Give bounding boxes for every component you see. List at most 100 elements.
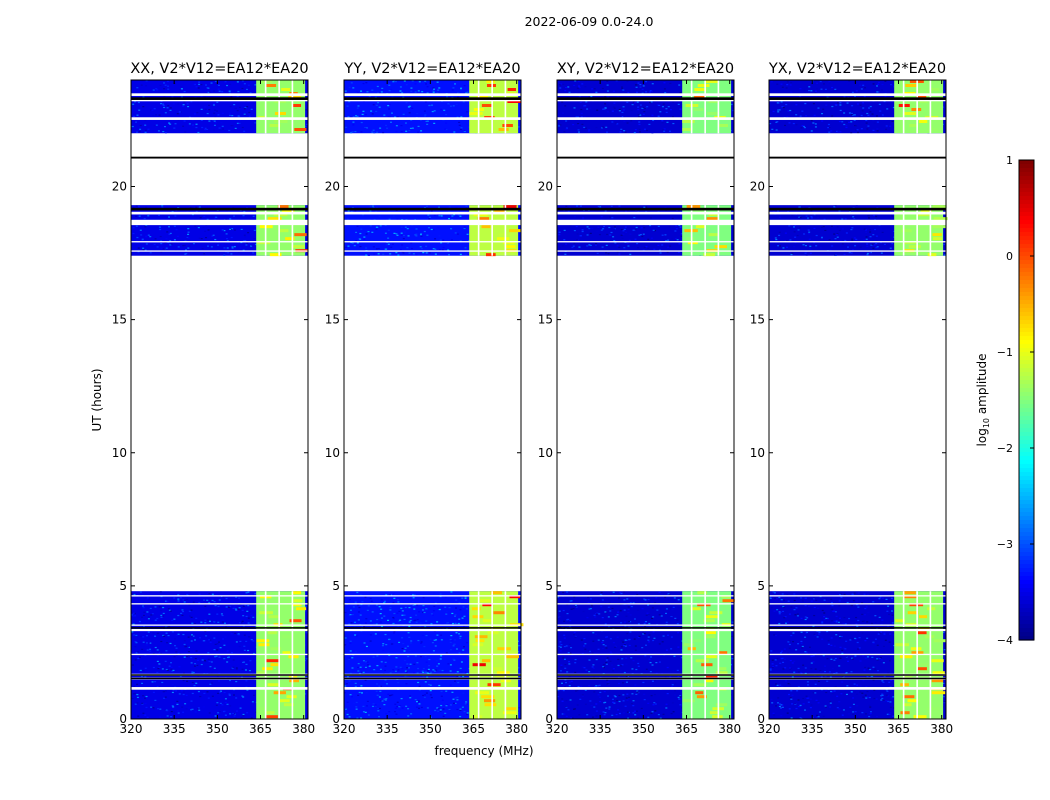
noise-pixel (233, 104, 236, 106)
noise-pixel (193, 113, 196, 115)
noise-pixel (460, 671, 463, 673)
noise-pixel (240, 228, 243, 231)
rfi-cell (267, 217, 282, 221)
noise-pixel (344, 620, 347, 622)
noise-pixel (384, 248, 387, 250)
noise-pixel (633, 638, 636, 640)
noise-pixel (584, 703, 587, 705)
noise-pixel (388, 711, 391, 713)
noise-pixel (204, 619, 207, 621)
noise-pixel (455, 103, 458, 106)
noise-pixel (460, 661, 463, 663)
noise-pixel (651, 710, 654, 712)
noise-pixel (247, 604, 250, 607)
noise-pixel (784, 661, 787, 663)
noise-pixel (620, 128, 623, 130)
noise-pixel (378, 106, 381, 108)
noise-pixel (374, 705, 377, 707)
noise-pixel (402, 113, 405, 115)
noise-pixel (869, 706, 872, 708)
noise-pixel (565, 205, 568, 207)
noise-pixel (392, 618, 395, 620)
noise-pixel (776, 658, 779, 660)
noise-pixel (254, 122, 257, 124)
noise-pixel (622, 694, 625, 696)
noise-pixel (809, 707, 812, 709)
noise-pixel (176, 703, 179, 705)
noise-pixel (437, 226, 440, 229)
noise-pixel (629, 621, 632, 623)
noise-pixel (557, 689, 560, 692)
noise-pixel (605, 244, 608, 246)
noise-pixel (206, 599, 209, 601)
noise-pixel (680, 235, 683, 237)
noise-pixel (679, 108, 682, 110)
noise-pixel (445, 113, 448, 116)
noise-pixel (217, 712, 220, 714)
noise-pixel (397, 601, 400, 603)
noise-pixel (159, 605, 162, 608)
noise-pixel (612, 106, 615, 108)
noise-pixel (582, 610, 585, 613)
noise-pixel (637, 636, 640, 638)
noise-pixel (159, 716, 162, 718)
zero-row (344, 207, 521, 211)
noise-pixel (241, 668, 244, 670)
noise-pixel (252, 215, 255, 217)
noise-pixel (423, 645, 426, 648)
noise-pixel (361, 113, 364, 116)
noise-pixel (174, 690, 177, 692)
noise-pixel (588, 651, 591, 653)
noise-pixel (190, 609, 193, 611)
noise-pixel (391, 670, 394, 672)
noise-pixel (575, 103, 578, 105)
noise-pixel (399, 90, 402, 92)
noise-pixel (570, 628, 573, 630)
noise-pixel (663, 88, 666, 90)
noise-pixel (567, 86, 570, 88)
noise-pixel (649, 671, 652, 673)
noise-pixel (410, 713, 413, 715)
noise-pixel (608, 226, 611, 229)
noise-pixel (156, 617, 159, 620)
noise-pixel (171, 691, 174, 694)
noise-pixel (410, 247, 413, 250)
noise-pixel (378, 685, 381, 687)
noise-pixel (377, 247, 380, 250)
noise-pixel (465, 92, 468, 94)
noise-pixel (840, 693, 843, 695)
noise-pixel (217, 244, 220, 246)
noise-pixel (173, 657, 176, 659)
noise-pixel (600, 229, 603, 231)
noise-pixel (354, 651, 357, 653)
noise-pixel (195, 682, 198, 684)
noise-pixel (401, 647, 404, 650)
noise-pixel (388, 90, 391, 92)
noise-pixel (566, 591, 569, 593)
noise-pixel (612, 628, 615, 630)
noise-pixel (424, 114, 427, 116)
noise-pixel (383, 114, 386, 116)
noise-pixel (362, 711, 365, 713)
noise-pixel (355, 706, 358, 708)
noise-pixel (239, 660, 242, 662)
noise-pixel (624, 639, 627, 641)
noise-pixel (354, 210, 357, 212)
noise-pixel (666, 693, 669, 695)
noise-pixel (439, 709, 442, 711)
noise-pixel (602, 126, 605, 128)
noise-pixel (394, 707, 397, 709)
noise-pixel (466, 233, 469, 235)
noise-pixel (417, 701, 420, 704)
noise-pixel (149, 236, 152, 238)
noise-pixel (824, 665, 827, 667)
noise-pixel (187, 636, 190, 638)
noise-pixel (135, 205, 138, 207)
noise-pixel (425, 692, 428, 694)
noise-pixel (773, 714, 776, 716)
noise-pixel (846, 601, 849, 604)
noise-pixel (589, 700, 592, 702)
noise-pixel (885, 700, 888, 702)
noise-pixel (677, 251, 680, 253)
noise-pixel (372, 703, 375, 705)
